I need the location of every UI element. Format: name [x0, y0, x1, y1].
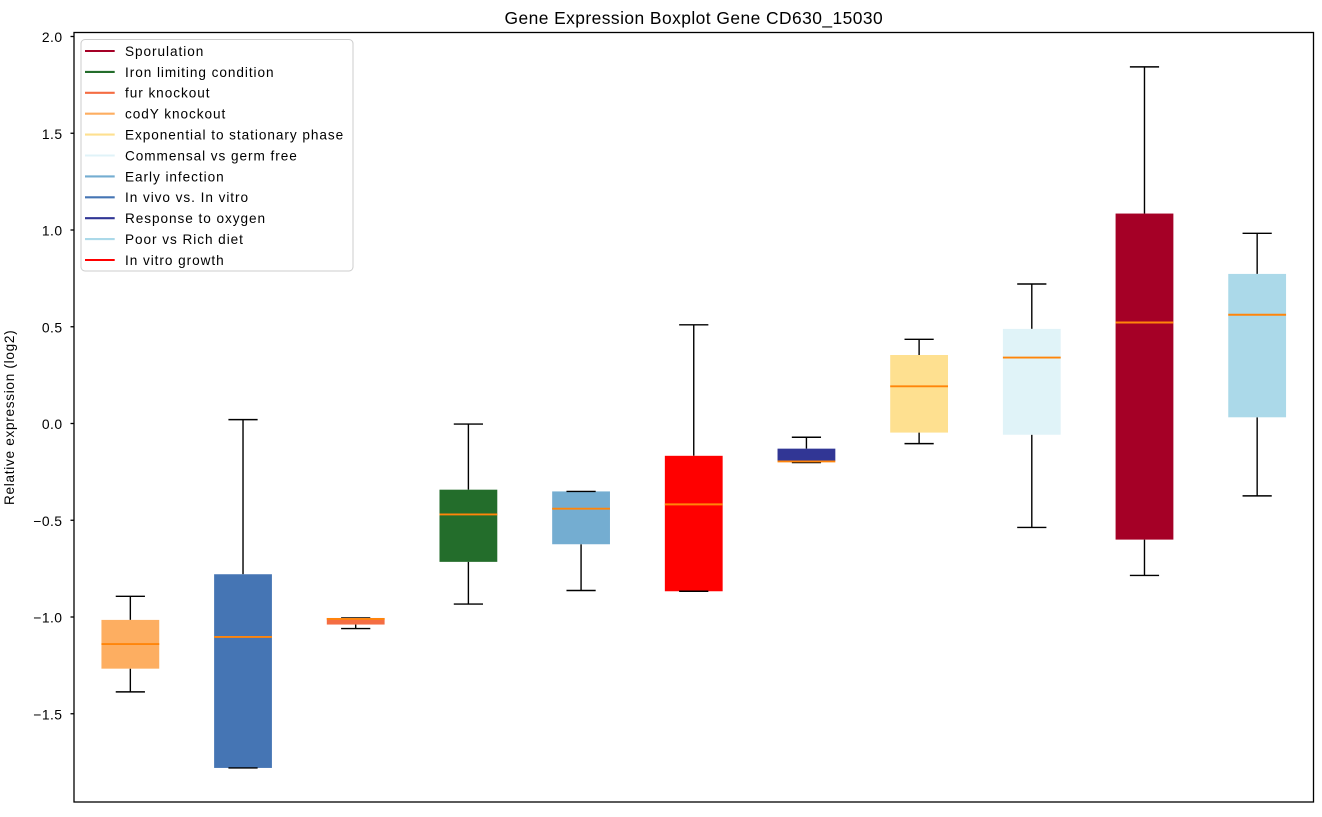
svg-text:−0.5: −0.5	[33, 513, 62, 529]
svg-text:fur knockout: fur knockout	[125, 86, 210, 101]
svg-text:In vivo vs. In vitro: In vivo vs. In vitro	[125, 190, 249, 205]
svg-text:Sporulation: Sporulation	[125, 44, 204, 59]
svg-text:2.0: 2.0	[42, 29, 63, 45]
svg-text:Early infection: Early infection	[125, 169, 225, 184]
svg-text:−1.0: −1.0	[33, 610, 62, 626]
svg-text:1.0: 1.0	[42, 223, 63, 239]
svg-text:codY knockout: codY knockout	[125, 107, 226, 122]
svg-text:−1.5: −1.5	[33, 706, 62, 722]
svg-text:Exponential to stationary phas: Exponential to stationary phase	[125, 128, 344, 143]
svg-text:Response to oxygen: Response to oxygen	[125, 211, 266, 226]
svg-text:Commensal vs germ free: Commensal vs germ free	[125, 148, 298, 163]
svg-text:Gene Expression Boxplot Gene C: Gene Expression Boxplot Gene CD630_15030	[504, 8, 883, 28]
svg-text:Relative expression (log2): Relative expression (log2)	[2, 330, 17, 505]
svg-text:Poor vs Rich diet: Poor vs Rich diet	[125, 232, 244, 247]
svg-text:0.0: 0.0	[42, 416, 63, 432]
svg-text:Iron limiting condition: Iron limiting condition	[125, 65, 275, 80]
svg-text:0.5: 0.5	[42, 319, 63, 335]
svg-text:1.5: 1.5	[42, 126, 63, 142]
svg-text:In vitro growth: In vitro growth	[125, 253, 225, 268]
